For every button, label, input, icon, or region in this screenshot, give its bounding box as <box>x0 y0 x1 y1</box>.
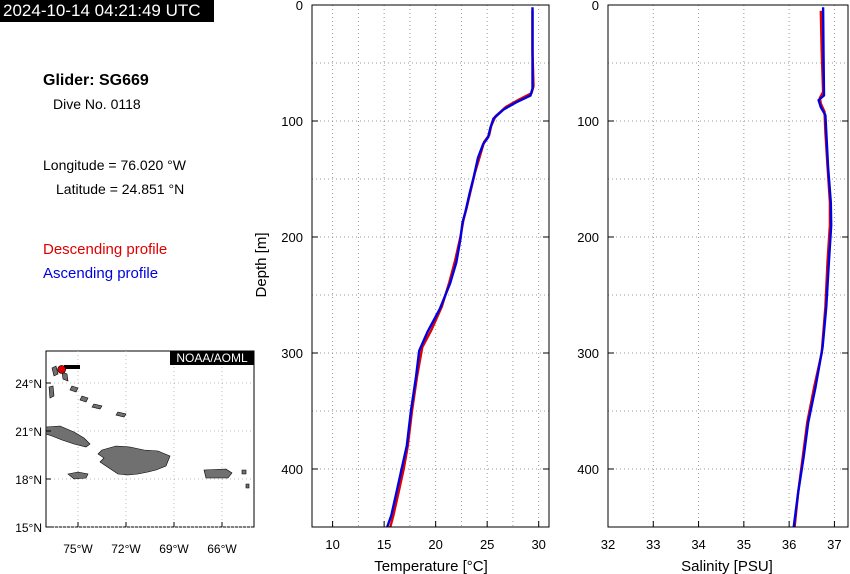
dive-number: Dive No. 0118 <box>53 96 141 112</box>
map-lon-label: 66°W <box>207 542 237 556</box>
temp-tick-label-y: 300 <box>281 346 303 361</box>
lesser-antilles-island <box>245 483 250 489</box>
glider-title: Glider: SG669 <box>43 72 149 89</box>
temp-tick-label-x: 25 <box>480 537 494 552</box>
temp-tick-label-x: 10 <box>325 537 339 552</box>
map-credit: NOAA/AOML <box>176 351 248 365</box>
salinity-panel: 32 33 34 35 36 37 0 100 200 300 400 Salinity [PSU] <box>577 0 849 574</box>
sal-tick-label-y: 0 <box>592 0 599 13</box>
lesser-antilles-island <box>241 469 247 475</box>
hispaniola-island <box>97 445 171 476</box>
map-lat-label: 15°N <box>15 521 42 535</box>
temp-tick-label-y: 0 <box>296 0 303 13</box>
salinity-grid <box>608 5 848 527</box>
sal-tick-label-y: 300 <box>577 346 599 361</box>
temp-tick-label-x: 20 <box>428 537 442 552</box>
map-lon-label: 72°W <box>111 542 141 556</box>
cuba-island <box>45 425 91 448</box>
bahamas-island-4 <box>79 395 89 403</box>
jamaica-island <box>67 471 89 480</box>
andros-island <box>48 385 55 399</box>
map-land <box>45 365 250 489</box>
map-lon-label: 75°W <box>63 542 93 556</box>
bahamas-island-3 <box>69 385 79 393</box>
salinity-xlabel: Salinity [PSU] <box>681 558 773 574</box>
map-credit-box <box>170 351 254 365</box>
temperature-series <box>386 7 535 528</box>
location-map: NOAA/AOML 24°N 21°N 18°N 15°N 75°W 72°W 69°W 66… <box>15 350 255 556</box>
timestamp-banner: 2024-10-14 04:21:49 UTC <box>0 0 214 22</box>
sal-tick-label-x: 37 <box>827 537 841 552</box>
map-lat-label: 21°N <box>15 425 42 439</box>
sal-tick-label-x: 34 <box>691 537 705 552</box>
map-lat-label: 24°N <box>15 377 42 391</box>
sal-tick-label-y: 100 <box>577 114 599 129</box>
sal-tick-label-x: 35 <box>737 537 751 552</box>
sal-tick-label-x: 36 <box>782 537 796 552</box>
temp-tick-label-x: 30 <box>531 537 545 552</box>
sal-tick-label-y: 400 <box>577 462 599 477</box>
bahamas-island-5 <box>91 403 103 410</box>
bahamas-island-1 <box>51 365 59 377</box>
longitude-readout: Longitude = 76.020 °W <box>43 157 186 173</box>
map-lat-label: 18°N <box>15 473 42 487</box>
map-lon-label: 69°W <box>159 542 189 556</box>
sal-tick-label-y: 200 <box>577 230 599 245</box>
temperature-frame <box>311 4 550 528</box>
glider-position-marker <box>57 365 67 374</box>
salinity-frame <box>607 4 849 528</box>
temp-tick-label-y: 400 <box>281 462 303 477</box>
temperature-grid <box>312 5 549 527</box>
temp-tick-label-x: 15 <box>377 537 391 552</box>
sal-tick-label-x: 32 <box>601 537 615 552</box>
temp-tick-label-y: 100 <box>281 114 303 129</box>
sal-ascending-line <box>792 7 833 528</box>
turks-caicos-island <box>115 411 127 418</box>
salinity-series <box>792 7 833 528</box>
descending-legend: Descending profile <box>43 241 168 258</box>
salinity-ticks: 32 33 34 35 36 37 0 100 200 300 400 <box>577 0 848 552</box>
latitude-readout: Latitude = 24.851 °N <box>56 181 185 197</box>
temp-ascending-line <box>386 7 534 528</box>
temperature-xlabel: Temperature [°C] <box>374 558 488 574</box>
puerto-rico-island <box>203 468 233 479</box>
ascending-legend: Ascending profile <box>43 265 159 282</box>
bahamas-island-2 <box>61 371 69 382</box>
depth-ylabel: Depth [m] <box>253 232 270 297</box>
sal-tick-label-x: 33 <box>646 537 660 552</box>
temp-tick-label-y: 200 <box>281 230 303 245</box>
